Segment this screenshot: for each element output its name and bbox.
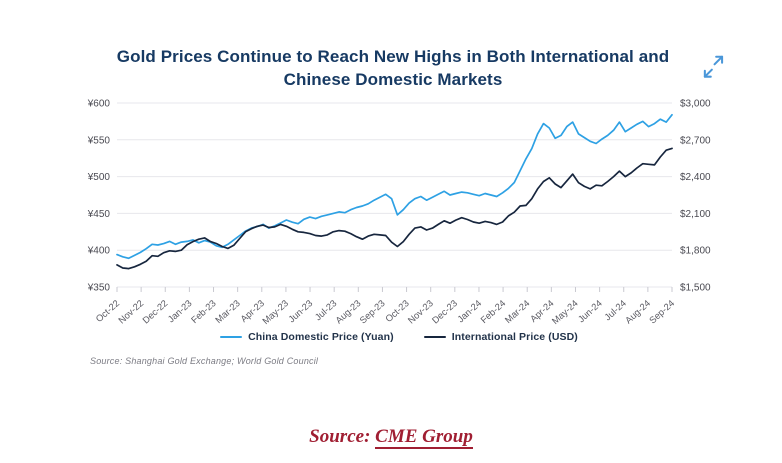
- legend-swatch-international: [423, 335, 446, 339]
- legend-item-china-domestic[interactable]: China Domestic Price (Yuan): [220, 331, 394, 343]
- chart-title: Gold Prices Continue to Reach New Highs …: [116, 47, 670, 89]
- x-axis-label: Jan-23: [166, 298, 194, 324]
- cme-group-link[interactable]: CME Group: [375, 426, 473, 449]
- y-axis-label-left: ¥450: [87, 209, 111, 220]
- x-axis-label: Sep-24: [647, 298, 676, 325]
- y-axis-label-right: $2,100: [680, 209, 711, 220]
- chart-card: Gold Prices Continue to Reach New Highs …: [83, 47, 727, 366]
- x-axis-label: Jun-23: [287, 298, 315, 324]
- y-axis-label-left: ¥400: [87, 246, 111, 257]
- line-chart: ¥600 $3,000 ¥550 $2,700 ¥500 $2,400 ¥450 $2,100…: [87, 99, 711, 327]
- x-axis-label: Dec-23: [430, 298, 459, 325]
- x-axis-label: Aug-24: [623, 298, 652, 325]
- x-axis-label: Feb-24: [479, 298, 508, 325]
- x-axis-label: Nov-22: [116, 298, 145, 325]
- chart-source-note: Source: Shanghai Gold Exchange; World Go…: [90, 356, 319, 366]
- x-axis-label: Sep-23: [358, 298, 387, 325]
- y-axis-label-right: $1,800: [680, 246, 711, 257]
- y-axis-label-right: $1,500: [680, 283, 711, 294]
- x-axis-label: Mar-23: [213, 298, 242, 325]
- series-line-1: [116, 147, 673, 270]
- legend-label-international: International Price (USD): [451, 331, 578, 343]
- legend-label-china-domestic: China Domestic Price (Yuan): [248, 331, 394, 343]
- y-axis-label-left: ¥550: [87, 135, 111, 146]
- y-axis-label-left: ¥500: [87, 172, 111, 183]
- y-axis-label-right: $2,700: [680, 135, 711, 146]
- legend-item-international[interactable]: International Price (USD): [423, 331, 578, 343]
- x-axis-label: Feb-23: [189, 298, 218, 325]
- caption: Source: CME Group: [0, 426, 782, 449]
- x-axis-label: May-23: [261, 298, 291, 326]
- x-axis-label: Jun-24: [576, 298, 604, 324]
- x-axis-label: Aug-23: [334, 298, 363, 325]
- y-axis-label-right: $2,400: [680, 172, 711, 183]
- y-axis-label-right: $3,000: [680, 99, 711, 110]
- x-axis-label: Mar-24: [503, 298, 532, 325]
- x-axis-label: May-24: [550, 298, 580, 326]
- y-axis-label-left: ¥350: [87, 283, 111, 294]
- chart-legend: China Domestic Price (Yuan) Internationa…: [83, 331, 715, 343]
- legend-swatch-china-domestic: [220, 335, 243, 339]
- caption-source-label: Source:: [309, 426, 376, 447]
- expand-diagonal-arrows-icon[interactable]: [701, 53, 727, 81]
- x-axis-label: Jan-24: [455, 298, 483, 324]
- x-axis-label: Nov-23: [406, 298, 435, 325]
- y-axis-label-left: ¥600: [87, 99, 111, 110]
- series-line-0: [116, 113, 673, 260]
- x-axis-label: Dec-22: [141, 298, 170, 325]
